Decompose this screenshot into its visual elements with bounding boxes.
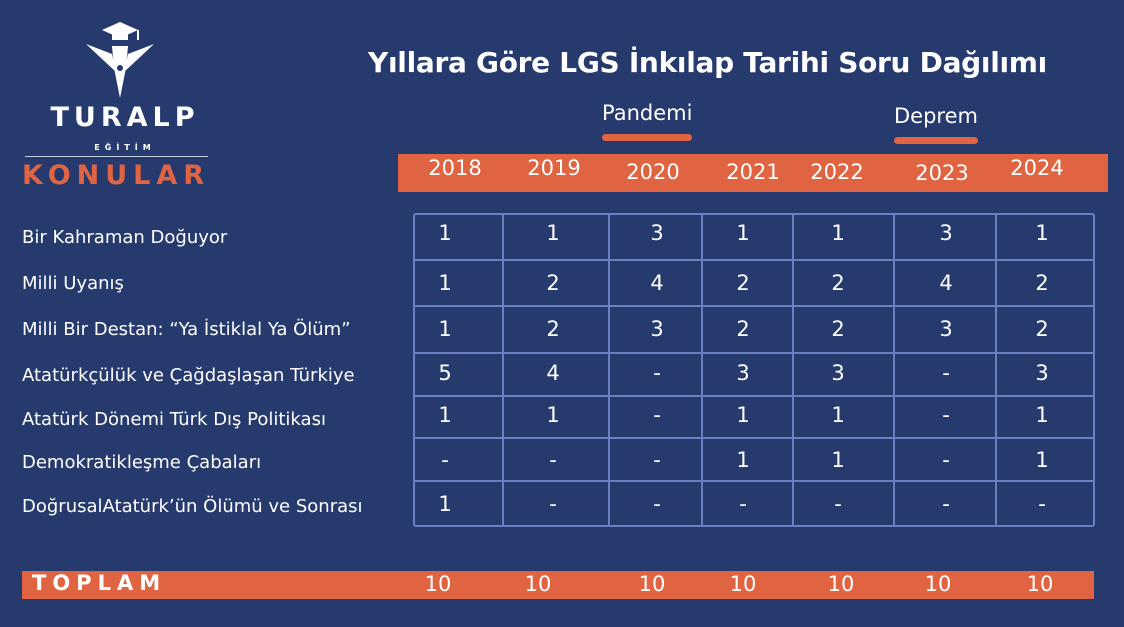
row-divider [413, 437, 1095, 439]
table-cell: - [653, 361, 661, 385]
table-cell: 3 [831, 361, 845, 385]
note-earthquake-underline [894, 137, 978, 144]
brand-subtitle: EĞİTİM [94, 143, 156, 152]
column-divider [701, 213, 703, 527]
table-cell: 1 [438, 403, 452, 427]
table-cell: 1 [438, 221, 452, 245]
table-cell: 1 [438, 492, 452, 516]
table-cell: 3 [650, 317, 664, 341]
table-cell: - [739, 492, 747, 516]
year-header: 2024 [1010, 156, 1064, 180]
section-label: KONULAR [22, 160, 211, 191]
table-cell: 1 [546, 403, 560, 427]
total-value: 10 [524, 572, 552, 596]
year-header: 2021 [726, 160, 780, 184]
row-divider [413, 395, 1095, 397]
table-cell: - [942, 492, 950, 516]
page-title: Yıllara Göre LGS İnkılap Tarihi Soru Dağ… [368, 46, 1047, 79]
table-cell: - [549, 492, 557, 516]
logo: TURALP EĞİTİM [30, 14, 220, 154]
table-cell: 1 [1035, 403, 1049, 427]
year-header: 2022 [810, 160, 864, 184]
total-bar [22, 571, 1094, 599]
table-cell: 1 [438, 271, 452, 295]
table-cell: - [653, 403, 661, 427]
column-divider [502, 213, 504, 527]
topic-label: Demokratikleşme Çabaları [22, 452, 262, 473]
table-cell: - [549, 448, 557, 472]
table-cell: - [942, 448, 950, 472]
total-value: 10 [1026, 572, 1054, 596]
topic-label: DoğrusalAtatürk’ün Ölümü ve Sonrası [22, 496, 363, 517]
table-cell: 1 [736, 448, 750, 472]
table-cell: 2 [831, 317, 845, 341]
table-cell: 1 [831, 403, 845, 427]
table-cell: 3 [939, 317, 953, 341]
table-cell: 1 [546, 221, 560, 245]
table-cell: - [653, 448, 661, 472]
table-cell: 4 [546, 361, 560, 385]
table-cell: - [1038, 492, 1046, 516]
total-label: TOPLAM [32, 571, 167, 595]
table-cell: 1 [736, 403, 750, 427]
total-value: 10 [924, 572, 952, 596]
table-cell: 1 [438, 317, 452, 341]
total-value: 10 [729, 572, 757, 596]
brand-name: TURALP [50, 102, 200, 133]
note-pandemic-underline [602, 134, 693, 141]
row-divider [413, 305, 1095, 307]
table-cell: 2 [736, 317, 750, 341]
table-cell: 3 [939, 221, 953, 245]
year-header: 2018 [428, 156, 482, 180]
topic-label: Atatürk Dönemi Türk Dış Politikası [22, 409, 326, 430]
column-divider [893, 213, 895, 527]
table-cell: 2 [1035, 271, 1049, 295]
row-divider [413, 259, 1095, 261]
table-cell: 4 [650, 271, 664, 295]
topic-label: Milli Uyanış [22, 273, 124, 294]
row-divider [413, 480, 1095, 482]
table-cell: 3 [1035, 361, 1049, 385]
total-value: 10 [638, 572, 666, 596]
table-cell: 1 [1035, 448, 1049, 472]
table-cell: 3 [736, 361, 750, 385]
year-header: 2019 [527, 156, 581, 180]
table-cell: - [942, 403, 950, 427]
topic-label: Atatürkçülük ve Çağdaşlaşan Türkiye [22, 365, 355, 386]
table-cell: 2 [736, 271, 750, 295]
table-cell: - [834, 492, 842, 516]
note-earthquake: Deprem [894, 104, 978, 144]
table-cell: - [942, 361, 950, 385]
table-cell: 1 [1035, 221, 1049, 245]
table-cell: 2 [546, 317, 560, 341]
table-cell: 1 [831, 221, 845, 245]
column-divider [792, 213, 794, 527]
table-cell: 2 [1035, 317, 1049, 341]
column-divider [995, 213, 997, 527]
table-cell: - [441, 448, 449, 472]
topic-label: Milli Bir Destan: “Ya İstiklal Ya Ölüm” [22, 319, 351, 340]
year-header-bar [398, 154, 1108, 192]
table-cell: - [653, 492, 661, 516]
note-pandemic-label: Pandemi [602, 101, 693, 125]
note-earthquake-label: Deprem [894, 104, 978, 128]
column-divider [608, 213, 610, 527]
total-value: 10 [424, 572, 452, 596]
table-cell: 1 [831, 448, 845, 472]
total-value: 10 [827, 572, 855, 596]
logo-divider [25, 156, 208, 157]
row-divider [413, 352, 1095, 354]
year-header: 2023 [915, 161, 969, 185]
graduation-eagle-icon [86, 22, 154, 98]
table-cell: 1 [736, 221, 750, 245]
year-header: 2020 [626, 160, 680, 184]
table-cell: 5 [438, 361, 452, 385]
note-pandemic: Pandemi [602, 101, 693, 141]
table-cell: 4 [939, 271, 953, 295]
table-cell: 2 [831, 271, 845, 295]
table-cell: 3 [650, 221, 664, 245]
topic-label: Bir Kahraman Doğuyor [22, 227, 228, 248]
table-cell: 2 [546, 271, 560, 295]
data-table-frame [413, 213, 1095, 527]
